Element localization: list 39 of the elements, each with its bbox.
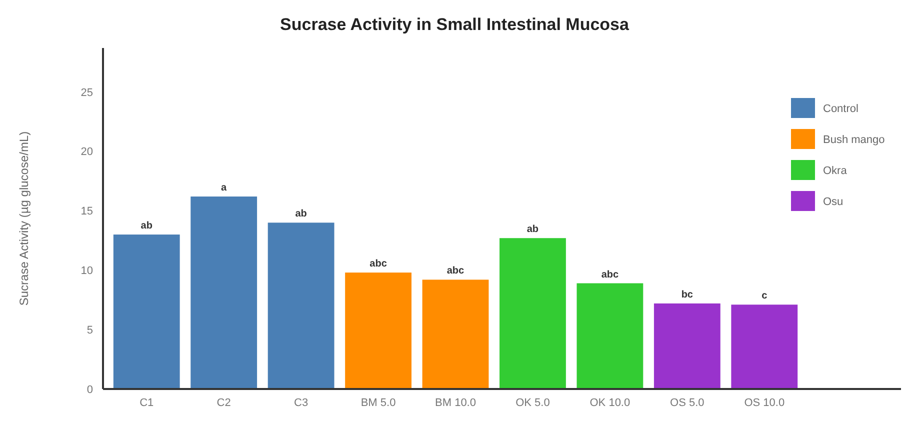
x-tick-label: OS 5.0 xyxy=(670,397,704,409)
annotation: ab xyxy=(295,208,307,220)
annotation: ab xyxy=(140,220,152,232)
legend-label: Control xyxy=(823,102,858,115)
y-tick-label: 5 xyxy=(86,324,93,336)
bar xyxy=(422,280,489,389)
annotation: abc xyxy=(601,269,619,280)
y-tick-label: 0 xyxy=(86,384,93,396)
annotation: bc xyxy=(681,289,694,300)
x-tick-label: BM 5.0 xyxy=(360,397,396,409)
legend-label: Osu xyxy=(823,196,844,208)
x-tick-label: BM 10.0 xyxy=(435,397,476,409)
annotation: a xyxy=(221,182,228,194)
bar xyxy=(268,222,334,389)
bar xyxy=(113,234,180,389)
annotation: c xyxy=(762,290,768,302)
annotation: ab xyxy=(526,224,539,236)
x-tick-label: C2 xyxy=(216,397,231,409)
y-tick-label: 20 xyxy=(80,146,93,158)
x-tick-label: OK 5.0 xyxy=(516,397,550,409)
bar xyxy=(731,304,798,389)
x-tick-label: OK 10.0 xyxy=(590,397,630,409)
bar xyxy=(500,238,566,389)
legend-label: Bush mango xyxy=(823,134,885,146)
bar xyxy=(576,283,644,389)
annotation: abc xyxy=(446,266,465,277)
y-tick-label: 15 xyxy=(80,206,93,218)
bar xyxy=(190,196,258,389)
annotation: abc xyxy=(370,258,388,270)
bar xyxy=(654,303,720,389)
bar xyxy=(345,272,412,389)
chart-title: Sucrase Activity in Small Intestinal Mucosa xyxy=(280,15,630,34)
y-axis-title: Sucrase Activity (µg glucose/mL) xyxy=(17,131,31,306)
y-tick-label: 25 xyxy=(80,86,93,99)
x-tick-label: OS 10.0 xyxy=(744,397,785,409)
x-tick-label: C3 xyxy=(294,397,308,409)
x-tick-label: C1 xyxy=(140,397,154,409)
legend-label: Okra xyxy=(823,164,848,177)
y-tick-label: 10 xyxy=(80,265,93,278)
